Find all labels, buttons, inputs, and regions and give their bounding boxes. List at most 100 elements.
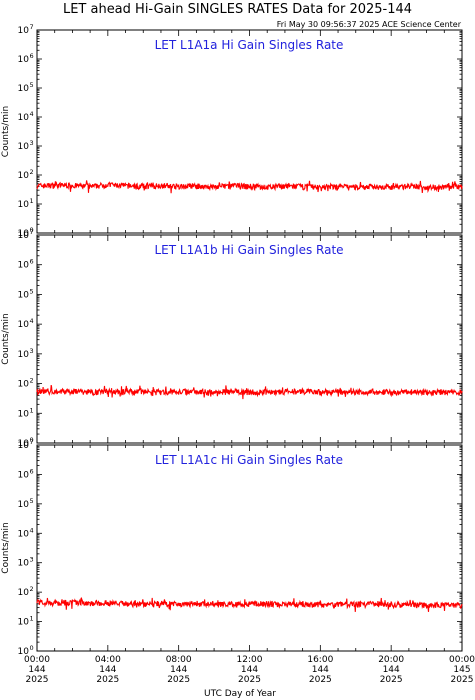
data-point	[107, 184, 109, 186]
data-point	[408, 603, 410, 605]
data-point	[390, 604, 392, 606]
data-point	[124, 602, 127, 605]
y-axis-label: Counts/min	[1, 106, 11, 157]
data-point	[142, 390, 144, 393]
y-tick-exponent: 4	[30, 317, 34, 325]
y-tick-label: 10	[18, 439, 30, 449]
data-point	[337, 391, 339, 393]
data-point	[266, 391, 268, 393]
data-point	[71, 184, 74, 186]
x-tick-doy: 144	[383, 665, 400, 675]
data-point	[195, 185, 197, 187]
y-tick-label: 10	[18, 559, 30, 569]
data-point	[89, 391, 91, 393]
panel-label: LET L1A1a Hi Gain Singles Rate	[155, 38, 344, 52]
data-point	[160, 184, 162, 186]
data-point	[337, 603, 339, 605]
y-tick-exponent: 4	[30, 110, 34, 118]
data-point	[425, 604, 428, 606]
data-point	[302, 603, 304, 605]
y-tick-exponent: 6	[30, 52, 34, 60]
data-point	[89, 602, 91, 604]
y-tick-label: 10	[18, 113, 30, 123]
generated-timestamp: Fri May 30 09:56:37 2025 ACE Science Cen…	[277, 20, 462, 29]
data-point	[107, 390, 109, 392]
x-tick-doy: 144	[99, 665, 116, 675]
data-point	[124, 391, 127, 393]
data-point	[178, 603, 180, 605]
series-line	[36, 180, 463, 194]
data-point	[124, 185, 127, 187]
y-tick-label: 10	[18, 200, 30, 210]
data-point	[213, 603, 215, 606]
x-tick-doy: 144	[28, 665, 45, 675]
data-point	[213, 186, 215, 188]
x-tick-doy: 144	[312, 665, 329, 675]
data-point	[355, 391, 357, 393]
data-point	[266, 602, 268, 605]
data-point	[248, 603, 251, 605]
data-point	[355, 186, 357, 188]
y-tick-exponent: 5	[30, 497, 34, 505]
data-point	[337, 185, 339, 187]
data-point	[231, 603, 233, 605]
x-tick-year: 2025	[380, 675, 403, 685]
y-tick-exponent: 4	[30, 526, 34, 534]
data-point	[284, 391, 286, 393]
data-point	[248, 391, 251, 393]
y-tick-label: 10	[18, 320, 30, 330]
data-point	[355, 603, 357, 606]
data-point	[425, 391, 428, 393]
chart-title: LET ahead Hi-Gain SINGLES RATES Data for…	[63, 2, 412, 17]
data-point	[372, 390, 375, 393]
x-tick-time: 00:00	[24, 655, 50, 665]
x-tick-year: 2025	[96, 675, 119, 685]
x-tick-time: 12:00	[237, 655, 263, 665]
data-point	[231, 185, 233, 187]
x-tick-doy: 144	[241, 665, 258, 675]
y-tick-exponent: 7	[30, 23, 34, 31]
data-point	[284, 603, 286, 606]
plot-frame	[36, 29, 463, 234]
data-point	[213, 391, 215, 393]
data-point	[284, 185, 286, 187]
data-point	[425, 186, 428, 188]
x-tick-doy: 144	[170, 665, 187, 675]
data-point	[443, 185, 445, 188]
y-tick-exponent: 5	[30, 81, 34, 89]
panel-label: LET L1A1c Hi Gain Singles Rate	[155, 453, 343, 467]
data-point	[390, 186, 392, 188]
data-point	[461, 391, 463, 393]
data-point	[89, 185, 91, 188]
data-point	[36, 390, 38, 392]
data-point	[54, 184, 56, 186]
y-tick-exponent: 3	[30, 139, 34, 147]
y-tick-label: 10	[18, 350, 30, 360]
y-axis-label: Counts/min	[1, 313, 11, 364]
data-point	[36, 185, 38, 187]
x-tick-year: 2025	[26, 675, 49, 685]
plot-frame	[36, 444, 463, 652]
data-point	[302, 390, 304, 392]
data-point	[443, 603, 445, 606]
y-tick-exponent: 7	[30, 228, 34, 236]
data-point	[372, 185, 375, 188]
y-tick-label: 10	[18, 380, 30, 390]
data-point	[107, 602, 109, 604]
y-tick-exponent: 1	[30, 197, 34, 205]
data-point	[195, 602, 197, 605]
y-tick-exponent: 0	[30, 226, 34, 234]
y-tick-label: 10	[18, 55, 30, 65]
y-axis-label: Counts/min	[1, 522, 11, 573]
data-point	[142, 185, 144, 187]
data-point	[36, 601, 38, 603]
